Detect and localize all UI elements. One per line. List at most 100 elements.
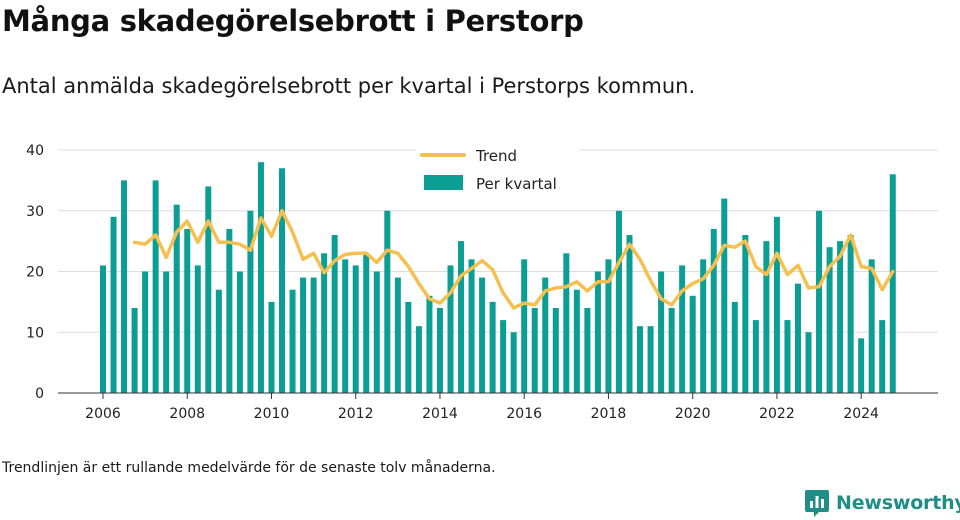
- x-tick-label: 2024: [843, 406, 879, 422]
- bar: [373, 271, 380, 393]
- bar: [563, 253, 570, 393]
- x-tick-label: 2014: [422, 406, 458, 422]
- bar: [794, 283, 801, 393]
- bar: [647, 326, 654, 393]
- bar: [668, 307, 675, 393]
- bar: [321, 253, 328, 393]
- bar: [447, 265, 454, 393]
- legend-bar-swatch: [424, 175, 463, 190]
- bar: [173, 204, 180, 393]
- bar: [605, 259, 612, 393]
- bar: [710, 228, 717, 393]
- x-tick-label: 2008: [169, 406, 205, 422]
- legend-bar-label: Per kvartal: [476, 175, 557, 193]
- bar: [805, 332, 812, 393]
- bar: [184, 228, 191, 393]
- bar: [584, 307, 591, 393]
- bar: [889, 174, 896, 393]
- legend-trend-label: Trend: [475, 147, 517, 165]
- bar: [731, 301, 738, 393]
- bar: [310, 277, 317, 393]
- bar: [742, 235, 749, 393]
- bar: [531, 307, 538, 393]
- bar-series: [100, 162, 896, 393]
- bar: [384, 210, 391, 393]
- x-tick-label: 2016: [506, 406, 542, 422]
- bar: [394, 277, 401, 393]
- y-tick-label: 20: [26, 265, 44, 281]
- bar: [816, 210, 823, 393]
- trend-series: [132, 209, 895, 310]
- brand-logo: Newsworthy: [804, 488, 960, 518]
- bar: [826, 247, 833, 393]
- footnote: Trendlinjen är ett rullande medelvärde f…: [2, 460, 496, 476]
- bar: [152, 180, 159, 393]
- bar: [858, 338, 865, 393]
- bar: [784, 320, 791, 393]
- x-tick-label: 2020: [675, 406, 711, 422]
- bar: [236, 271, 243, 393]
- bar: [458, 241, 465, 393]
- x-tick-label: 2018: [591, 406, 627, 422]
- legend-background: [416, 140, 580, 202]
- bar: [752, 320, 759, 393]
- bar: [405, 301, 412, 393]
- bar: [700, 259, 707, 393]
- bar: [879, 320, 886, 393]
- bar: [436, 307, 443, 393]
- x-tick-label: 2022: [759, 406, 795, 422]
- chart-title: Många skadegörelsebrott i Perstorp: [2, 4, 584, 38]
- y-tick-label: 0: [35, 386, 44, 402]
- bar: [363, 253, 370, 393]
- bar: [573, 289, 580, 393]
- chart-subtitle: Antal anmälda skadegörelsebrott per kvar…: [2, 74, 696, 98]
- newsworthy-logo-icon: [805, 490, 829, 517]
- bar: [868, 259, 875, 393]
- bar: [542, 277, 549, 393]
- y-tick-label: 30: [26, 204, 44, 220]
- bar: [489, 301, 496, 393]
- x-tick-label: 2010: [254, 406, 290, 422]
- bar: [121, 180, 128, 393]
- bar: [289, 289, 296, 393]
- bar: [215, 289, 222, 393]
- bar: [689, 295, 696, 393]
- bar: [194, 265, 201, 393]
- bar: [773, 216, 780, 393]
- bar: [142, 271, 149, 393]
- bar: [331, 235, 338, 393]
- x-axis-ticks: 2006 2008 2010 2012 2014 2016 2018 2020 2022 2024: [85, 393, 879, 422]
- brand-name: Newsworthy: [836, 492, 960, 514]
- bar: [658, 271, 665, 393]
- bar: [279, 168, 286, 393]
- bar: [257, 162, 264, 393]
- y-axis-ticks: 0 10 20 30 40: [26, 143, 44, 402]
- bar: [300, 277, 307, 393]
- bar: [247, 210, 254, 393]
- bar: [626, 235, 633, 393]
- y-tick-label: 10: [26, 325, 44, 341]
- bar: [131, 307, 138, 393]
- bar: [226, 228, 233, 393]
- trend-line: [132, 209, 895, 310]
- bar: [479, 277, 486, 393]
- bar: [500, 320, 507, 393]
- bar: [100, 265, 106, 393]
- bar: [163, 271, 170, 393]
- bar: [552, 307, 559, 393]
- x-tick-label: 2006: [85, 406, 121, 422]
- bar: [268, 301, 275, 393]
- bar: [721, 198, 728, 393]
- bar: [847, 235, 854, 393]
- bar: [342, 259, 349, 393]
- bar: [415, 326, 422, 393]
- y-tick-label: 40: [26, 143, 44, 159]
- bar: [679, 265, 686, 393]
- bar: [468, 259, 475, 393]
- bar: [637, 326, 644, 393]
- bar: [352, 265, 359, 393]
- bar: [426, 295, 433, 393]
- x-tick-label: 2012: [338, 406, 374, 422]
- bar: [615, 210, 622, 393]
